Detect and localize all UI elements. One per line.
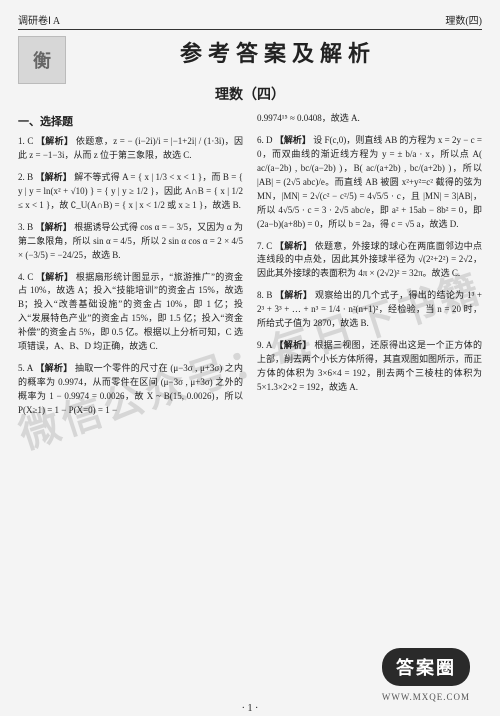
analysis-tag: 【解析】 — [35, 222, 71, 232]
question-item: 7. C 【解析】 依题意，外接球的球心在两底面邻边中点连线段的中点处，因此其外… — [257, 240, 482, 282]
logo-box: 衡 — [18, 36, 66, 84]
content-columns: 一、选择题 1. C 【解析】 依题意，z = − (i−2i)/i = |−1… — [18, 112, 482, 426]
answer-number: 3. B — [18, 222, 33, 232]
running-head: 调研卷Ⅰ A 理数(四) — [18, 12, 482, 30]
logo-glyph: 衡 — [33, 47, 51, 73]
answer-number: 9. A — [257, 340, 272, 350]
question-item: 4. C 【解析】 根据扇形统计图显示，“旅游推广”的资金占 10%，故选 A；… — [18, 271, 243, 355]
analysis-tag: 【解析】 — [275, 135, 311, 145]
answer-number: 6. D — [257, 135, 273, 145]
page-subtitle: 理数（四） — [18, 84, 482, 104]
runhead-right: 理数(四) — [445, 12, 482, 27]
page: 调研卷Ⅰ A 理数(四) 衡 参考答案及解析 理数（四） 一、选择题 1. C … — [0, 0, 500, 716]
right-column: 0.9974¹⁵ ≈ 0.0408，故选 A. 6. D 【解析】 设 F(c,… — [257, 112, 482, 426]
question-item: 6. D 【解析】 设 F(c,0)，则直线 AB 的方程为 x = 2y − … — [257, 134, 482, 232]
answer-number: 1. C — [18, 136, 33, 146]
question-item: 9. A 【解析】 根据三视图，还原得出这是一个正方体的上部，削去两个小长方体所… — [257, 339, 482, 395]
answer-body: 设 F(c,0)，则直线 AB 的方程为 x = 2y − c = 0，而双曲线… — [257, 135, 482, 229]
stamp-url: WWW.MXQE.COM — [382, 692, 470, 702]
analysis-tag: 【解析】 — [275, 290, 312, 300]
analysis-tag: 【解析】 — [36, 136, 73, 146]
answer-number: 7. C — [257, 241, 272, 251]
question-item: 1. C 【解析】 依题意，z = − (i−2i)/i = |−1+2i| /… — [18, 135, 243, 163]
section-heading: 一、选择题 — [18, 114, 243, 131]
left-column: 一、选择题 1. C 【解析】 依题意，z = − (i−2i)/i = |−1… — [18, 112, 243, 426]
page-title: 参考答案及解析 — [18, 36, 482, 68]
answer-number: 5. A — [18, 363, 33, 373]
answer-number: 4. C — [18, 272, 33, 282]
analysis-tag: 【解析】 — [274, 340, 311, 350]
question-item: 3. B 【解析】 根据诱导公式得 cos α = − 3/5，又因为 α 为第… — [18, 221, 243, 263]
answer-body: 根据扇形统计图显示，“旅游推广”的资金占 10%，故选 A；投入“技能培训”的资… — [18, 272, 243, 352]
answer-number: 8. B — [257, 290, 272, 300]
question-item: 8. B 【解析】 观察给出的几个式子，得出的结论为 1³ + 2³ + 3³ … — [257, 289, 482, 331]
analysis-tag: 【解析】 — [35, 363, 72, 373]
continuation-text: 0.9974¹⁵ ≈ 0.0408，故选 A. — [257, 112, 482, 126]
question-item: 5. A 【解析】 抽取一个零件的尺寸在 (μ−3σ , μ+3σ) 之内的概率… — [18, 362, 243, 418]
analysis-tag: 【解析】 — [36, 272, 73, 282]
analysis-tag: 【解析】 — [275, 241, 312, 251]
answer-number: 2. B — [18, 172, 33, 182]
answer-stamp: 答案圈 — [382, 648, 470, 686]
question-item: 2. B 【解析】 解不等式得 A = { x | 1/3 < x < 1 }，… — [18, 171, 243, 213]
runhead-left: 调研卷Ⅰ A — [18, 12, 60, 27]
page-number: · 1 · — [0, 703, 500, 714]
analysis-tag: 【解析】 — [35, 172, 71, 182]
